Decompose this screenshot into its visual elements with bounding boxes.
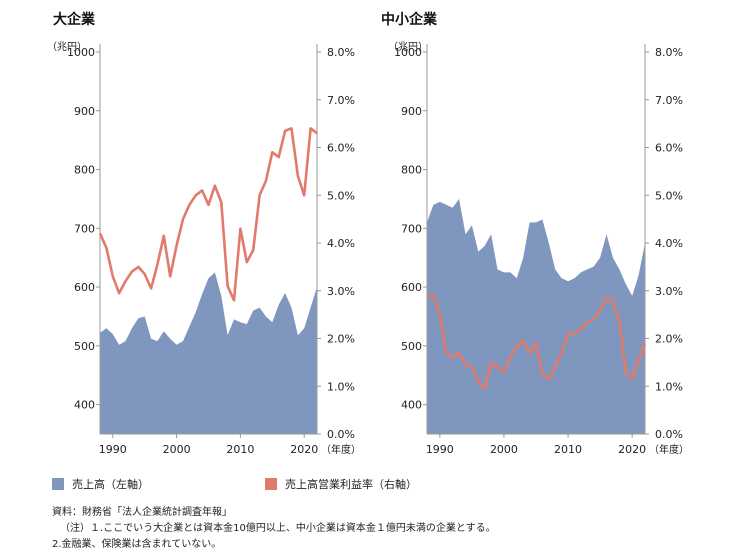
right-tick-label: 0.0%	[327, 428, 355, 441]
right-tick-label: 8.0%	[655, 46, 683, 59]
chart-title: 中小企業	[381, 11, 438, 28]
left-tick-label: 800	[74, 164, 95, 177]
left-tick-label: 500	[401, 340, 422, 353]
x-tick-label: 1990	[99, 443, 127, 456]
right-tick-label: 4.0%	[327, 237, 355, 250]
right-tick-label: 2.0%	[327, 333, 355, 346]
legend-label-sales: 売上高（左軸）	[72, 478, 149, 491]
right-tick-label: 1.0%	[327, 380, 355, 393]
left-tick-label: 1000	[394, 46, 422, 59]
chart-title: 大企業	[53, 11, 96, 28]
x-tick-label: 2020	[618, 443, 646, 456]
x-axis-unit: （年度）	[321, 443, 361, 456]
right-tick-label: 7.0%	[327, 94, 355, 107]
right-tick-label: 5.0%	[327, 189, 355, 202]
note-2: 2.金融業、保険業は含まれていない。	[52, 539, 222, 550]
left-tick-label: 900	[74, 105, 95, 118]
sales-area-series	[100, 272, 317, 434]
legend-swatch-line	[265, 478, 277, 490]
legend-label-margin: 売上高営業利益率（右軸）	[285, 478, 417, 491]
right-tick-label: 3.0%	[327, 285, 355, 298]
x-tick-label: 1990	[426, 443, 454, 456]
left-tick-label: 700	[401, 222, 422, 235]
right-tick-label: 3.0%	[655, 285, 683, 298]
notes: 資料：財務省「法人企業統計調査年報」 （注）１.ここでいう大企業とは資本金10億…	[52, 505, 742, 553]
x-tick-label: 2020	[290, 443, 318, 456]
charts-svg: 大企業（兆円）10009008007006005004008.0%7.0%6.0…	[47, 11, 689, 456]
right-tick-label: 6.0%	[655, 142, 683, 155]
left-tick-label: 600	[74, 281, 95, 294]
left-axis-unit: （兆円）	[388, 41, 428, 53]
left-tick-label: 900	[401, 105, 422, 118]
right-tick-label: 6.0%	[327, 142, 355, 155]
margin-line-series	[98, 127, 318, 302]
legend-swatch-area	[52, 478, 64, 490]
x-tick-label: 2010	[226, 443, 254, 456]
right-tick-label: 1.0%	[655, 380, 683, 393]
source-note: 資料：財務省「法人企業統計調査年報」	[52, 507, 232, 518]
left-tick-label: 600	[401, 281, 422, 294]
x-tick-label: 2000	[490, 443, 518, 456]
left-tick-label: 700	[74, 222, 95, 235]
right-tick-label: 7.0%	[655, 94, 683, 107]
x-tick-label: 2000	[163, 443, 191, 456]
right-tick-label: 2.0%	[655, 333, 683, 346]
right-tick-label: 0.0%	[655, 428, 683, 441]
legend-item-margin: 売上高営業利益率（右軸）	[265, 476, 417, 492]
legend-item-sales: 売上高（左軸）	[52, 476, 149, 492]
x-axis-unit: （年度）	[649, 443, 689, 456]
right-tick-label: 5.0%	[655, 189, 683, 202]
left-tick-label: 400	[74, 399, 95, 412]
left-tick-label: 500	[74, 340, 95, 353]
right-tick-label: 4.0%	[655, 237, 683, 250]
legend: 売上高（左軸） 売上高営業利益率（右軸）	[52, 476, 732, 496]
sales-area-series	[427, 198, 645, 434]
x-tick-label: 2010	[554, 443, 582, 456]
left-tick-label: 1000	[67, 46, 95, 59]
margin-line-series	[427, 294, 647, 390]
note-1: （注）１.ここでいう大企業とは資本金10億円以上、中小企業は資本金１億円未満の企…	[60, 523, 496, 534]
left-tick-label: 800	[401, 164, 422, 177]
right-tick-label: 8.0%	[327, 46, 355, 59]
left-tick-label: 400	[401, 399, 422, 412]
left-axis-unit: （兆円）	[47, 41, 87, 53]
